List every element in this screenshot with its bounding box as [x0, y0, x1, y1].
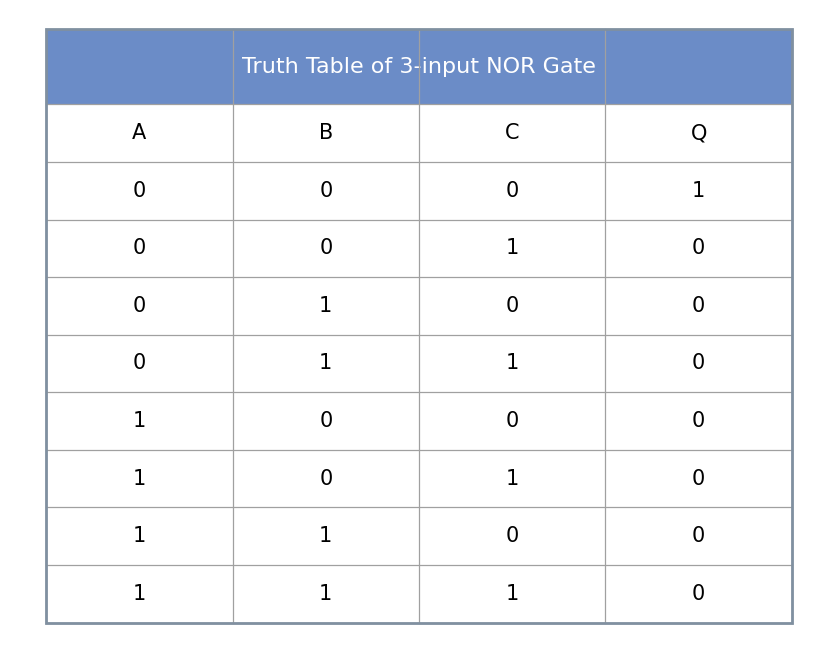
- Text: 1: 1: [692, 181, 706, 201]
- Text: 0: 0: [505, 526, 519, 546]
- Text: 0: 0: [319, 411, 333, 431]
- Text: 1: 1: [505, 584, 519, 604]
- Text: 1: 1: [319, 526, 333, 546]
- Text: 0: 0: [692, 411, 706, 431]
- Bar: [46, 104, 792, 623]
- Text: 1: 1: [132, 411, 146, 431]
- Text: 0: 0: [505, 296, 519, 316]
- Text: 1: 1: [132, 469, 146, 489]
- Text: 0: 0: [505, 181, 519, 201]
- Text: B: B: [318, 123, 333, 143]
- Text: 0: 0: [692, 238, 706, 258]
- Text: 0: 0: [319, 238, 333, 258]
- Text: 0: 0: [692, 353, 706, 374]
- Text: 0: 0: [505, 411, 519, 431]
- Text: Q: Q: [691, 123, 707, 143]
- Text: 1: 1: [319, 353, 333, 374]
- Text: 0: 0: [132, 181, 146, 201]
- Text: Truth Table of 3-input NOR Gate: Truth Table of 3-input NOR Gate: [242, 57, 596, 77]
- Bar: [46, 29, 792, 104]
- Text: 0: 0: [692, 584, 706, 604]
- Text: 1: 1: [505, 238, 519, 258]
- Bar: [46, 29, 792, 623]
- Text: 0: 0: [132, 238, 146, 258]
- Text: 0: 0: [692, 296, 706, 316]
- Text: 1: 1: [319, 584, 333, 604]
- Text: 0: 0: [132, 353, 146, 374]
- Text: 0: 0: [132, 296, 146, 316]
- Text: 1: 1: [132, 526, 146, 546]
- Text: 0: 0: [692, 526, 706, 546]
- Text: 0: 0: [319, 469, 333, 489]
- Text: C: C: [505, 123, 520, 143]
- Bar: [46, 29, 792, 623]
- Text: A: A: [132, 123, 147, 143]
- Text: 1: 1: [319, 296, 333, 316]
- Text: 0: 0: [319, 181, 333, 201]
- Text: 1: 1: [505, 469, 519, 489]
- Text: 1: 1: [132, 584, 146, 604]
- Text: 0: 0: [692, 469, 706, 489]
- Text: 1: 1: [505, 353, 519, 374]
